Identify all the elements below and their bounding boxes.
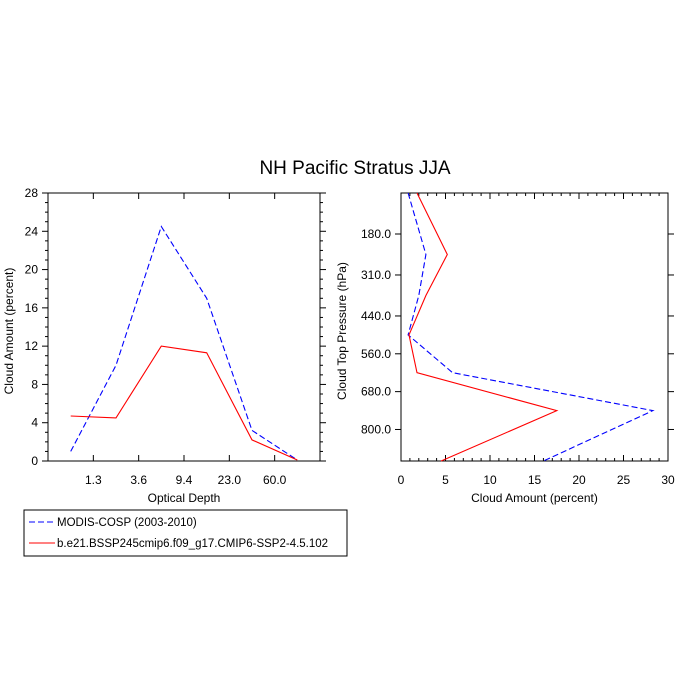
right-y-tick-label: 180.0 — [361, 227, 391, 241]
left-x-tick-label: 9.4 — [176, 473, 193, 487]
legend-label: MODIS-COSP (2003-2010) — [57, 517, 197, 529]
right-series-model-line — [408, 192, 559, 462]
right-y-tick-label: 680.0 — [361, 385, 391, 399]
left-y-tick-label: 12 — [25, 339, 39, 353]
figure-title: NH Pacific Stratus JJA — [259, 158, 450, 179]
right-x-tick-label: 20 — [572, 473, 586, 487]
right-x-tick-label: 5 — [442, 473, 449, 487]
left-x-axis-label: Optical Depth — [148, 491, 221, 505]
right-x-tick-label: 0 — [398, 473, 405, 487]
right-y-tick-label: 440.0 — [361, 309, 391, 323]
right-x-tick-label: 10 — [483, 473, 497, 487]
left-y-tick-label: 8 — [31, 377, 38, 391]
left-x-tick-label: 3.6 — [130, 473, 147, 487]
right-x-axis-label: Cloud Amount (percent) — [471, 491, 598, 505]
left-y-tick-label: 24 — [25, 224, 39, 238]
left-y-axis-label: Cloud Amount (percent) — [2, 268, 16, 395]
right-y-axis-label: Cloud Top Pressure (hPa) — [335, 262, 349, 400]
left-x-tick-label: 1.3 — [85, 473, 102, 487]
left-y-tick-label: 0 — [31, 454, 38, 468]
left-x-tick-label: 60.0 — [263, 473, 287, 487]
left-y-tick-label: 4 — [31, 416, 38, 430]
left-series-model-line — [70, 345, 298, 461]
right-x-tick-label: 25 — [617, 473, 631, 487]
left-y-tick-label: 20 — [25, 263, 39, 277]
left-x-tick-label: 23.0 — [218, 473, 242, 487]
left-plot-frame — [47, 192, 321, 462]
left-y-tick-label: 28 — [25, 186, 39, 200]
right-panel: 0 5 10 15 20 25 30 180.0 310.0 440.0 560.0 680.0 800… — [335, 192, 675, 505]
left-panel: 0 4 8 12 16 20 24 28 1.3 3.6 9.4 23.0 60.0 Optical De… — [2, 186, 326, 505]
legend-box — [23, 509, 348, 557]
right-x-tick-label: 30 — [661, 473, 675, 487]
right-x-tick-label: 15 — [528, 473, 542, 487]
left-y-tick-label: 16 — [25, 301, 39, 315]
right-y-tick-label: 560.0 — [361, 347, 391, 361]
right-y-tick-label: 800.0 — [361, 422, 391, 436]
right-series-modis-line — [407, 192, 655, 462]
legend: MODIS-COSP (2003-2010) b.e21.BSSP245cmip6… — [23, 509, 348, 557]
right-y-tick-label: 310.0 — [361, 268, 391, 282]
legend-label: b.e21.BSSP245cmip6.f09_g17.CMIP6-SSP2-4.… — [57, 538, 328, 550]
left-series-modis-line — [70, 225, 298, 461]
